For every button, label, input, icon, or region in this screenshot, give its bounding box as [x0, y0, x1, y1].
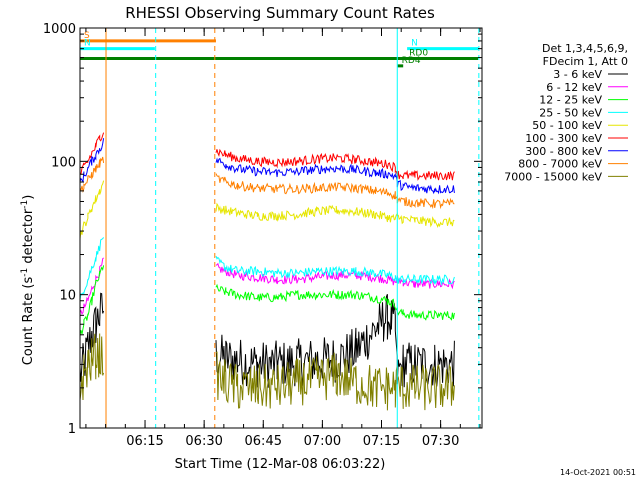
y-tick-label: 10 [59, 289, 76, 304]
series-800-7000-kev [80, 156, 455, 210]
legend-label: 100 - 300 keV [525, 132, 602, 145]
y-tick-label: 1 [68, 422, 76, 437]
chart-title: RHESSI Observing Summary Count Rates [125, 4, 435, 22]
x-tick-label: 06:30 [185, 434, 222, 449]
series-line [215, 351, 455, 411]
series-line [215, 173, 455, 210]
flag-label: N [84, 39, 91, 49]
series-line [215, 283, 455, 321]
series-25-50-kev [80, 237, 455, 300]
legend: Det 1,3,4,5,6,9,FDecim 1, Att 03 - 6 keV… [504, 42, 628, 183]
footer-timestamp: 14-Oct-2021 00:51 [560, 468, 636, 477]
flag-label: RD4 [402, 56, 421, 66]
series-line [215, 255, 455, 286]
flag-label: N [411, 39, 418, 49]
series-12-25-kev [80, 265, 455, 335]
flag-label: S [84, 31, 90, 41]
x-tick-label: 06:45 [245, 434, 282, 449]
legend-label: 25 - 50 keV [539, 106, 602, 119]
series-line [80, 333, 105, 401]
series-line [80, 265, 105, 335]
y-tick-label: 100 [51, 155, 76, 170]
series-100-300-kev [80, 132, 455, 181]
legend-label: 12 - 25 keV [539, 94, 602, 107]
x-tick-label: 07:00 [304, 434, 341, 449]
legend-label: 3 - 6 keV [553, 68, 602, 81]
legend-header: Det 1,3,4,5,6,9, [542, 42, 628, 55]
y-tick-label: 1000 [43, 22, 76, 37]
legend-label: 50 - 100 keV [532, 119, 602, 132]
y-axis-label: Count Rate (s-1 detector-1) [20, 195, 36, 366]
series-line [80, 237, 104, 300]
x-tick-label: 06:15 [126, 434, 163, 449]
x-tick-label: 07:15 [363, 434, 400, 449]
legend-label: 800 - 7000 keV [518, 158, 602, 171]
series-line [80, 138, 105, 184]
series-line [215, 148, 455, 181]
series-line [215, 157, 455, 195]
series-line [80, 180, 105, 239]
legend-header: FDecim 1, Att 0 [543, 55, 628, 68]
plot-frame [79, 27, 483, 429]
flag-label: RD0 [409, 49, 428, 59]
series-line [80, 132, 105, 175]
series-50-100-kev [80, 180, 455, 239]
series-line [80, 156, 105, 193]
legend-label: 7000 - 15000 keV [504, 170, 602, 183]
legend-label: 6 - 12 keV [546, 81, 602, 94]
series-300-800-kev [80, 138, 455, 195]
series-7000-15000-kev [80, 333, 455, 411]
axes: 1 10 100 1000 06:15 06:30 06:45 07:00 07:15 07:30 [43, 22, 483, 449]
series-line [215, 202, 455, 228]
x-tick-label: 07:30 [422, 434, 459, 449]
series-line [215, 262, 455, 290]
legend-label: 300 - 800 keV [525, 145, 602, 158]
x-axis-label: Start Time (12-Mar-08 06:03:22) [175, 457, 386, 472]
